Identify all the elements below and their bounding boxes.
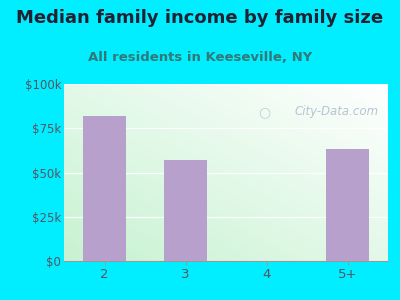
Text: City-Data.com: City-Data.com	[294, 105, 378, 118]
Bar	[164, 160, 206, 261]
Bar	[84, 116, 126, 261]
Text: All residents in Keeseville, NY: All residents in Keeseville, NY	[88, 51, 312, 64]
Text: Median family income by family size: Median family income by family size	[16, 9, 384, 27]
Text: ○: ○	[258, 105, 270, 119]
Bar	[326, 149, 368, 261]
